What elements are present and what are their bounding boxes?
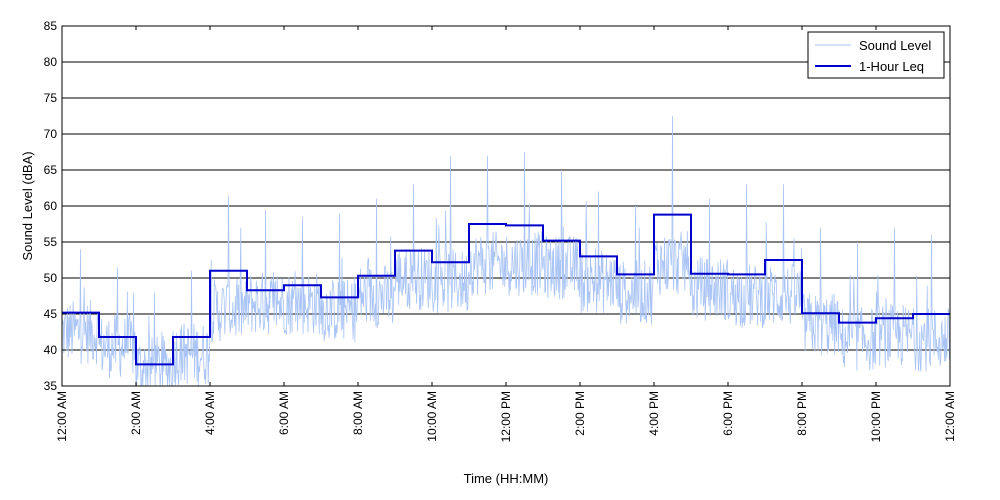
x-axis-title: Time (HH:MM) [464, 471, 549, 486]
x-tick-label: 4:00 PM [647, 391, 661, 436]
legend-label-leq: 1-Hour Leq [859, 59, 924, 74]
x-tick-label: 12:00 AM [55, 391, 69, 442]
y-axis-title: Sound Level (dBA) [20, 151, 35, 260]
x-axis-ticks: 12:00 AM 2:00 AM 4:00 AM 6:00 AM 8:00 AM 10:0… [55, 26, 957, 442]
legend-label-sound-level: Sound Level [859, 38, 931, 53]
x-tick-label: 8:00 PM [795, 391, 809, 436]
x-tick-label: 10:00 AM [425, 391, 439, 442]
y-tick-label: 60 [44, 199, 58, 213]
sound-level-line [61, 115, 951, 387]
leq-series [62, 213, 950, 366]
x-tick-label: 6:00 PM [721, 391, 735, 436]
y-tick-label: 85 [44, 19, 58, 33]
x-tick-label: 10:00 PM [869, 391, 883, 442]
y-axis-ticks: 35 40 45 50 55 60 65 70 75 80 85 [44, 19, 66, 393]
x-tick-label: 2:00 PM [573, 391, 587, 436]
x-tick-label: 4:00 AM [203, 391, 217, 435]
x-tick-label: 2:00 AM [129, 391, 143, 435]
legend-box [807, 31, 945, 79]
y-tick-label: 40 [44, 343, 58, 357]
y-tick-label: 45 [44, 307, 58, 321]
x-tick-label: 12:00 PM [499, 391, 513, 442]
x-tick-label: 6:00 AM [277, 391, 291, 435]
x-tick-label: 8:00 AM [351, 391, 365, 435]
y-tick-label: 70 [44, 127, 58, 141]
y-tick-label: 50 [44, 271, 58, 285]
leq-step-line [62, 213, 950, 366]
y-tick-label: 65 [44, 163, 58, 177]
x-tick-label: 12:00 AM [943, 391, 957, 442]
y-tick-label: 35 [44, 379, 58, 393]
sound-level-series [61, 115, 951, 387]
y-tick-label: 55 [44, 235, 58, 249]
legend: Sound Level 1-Hour Leq [807, 31, 945, 79]
y-tick-label: 75 [44, 91, 58, 105]
y-tick-label: 80 [44, 55, 58, 69]
